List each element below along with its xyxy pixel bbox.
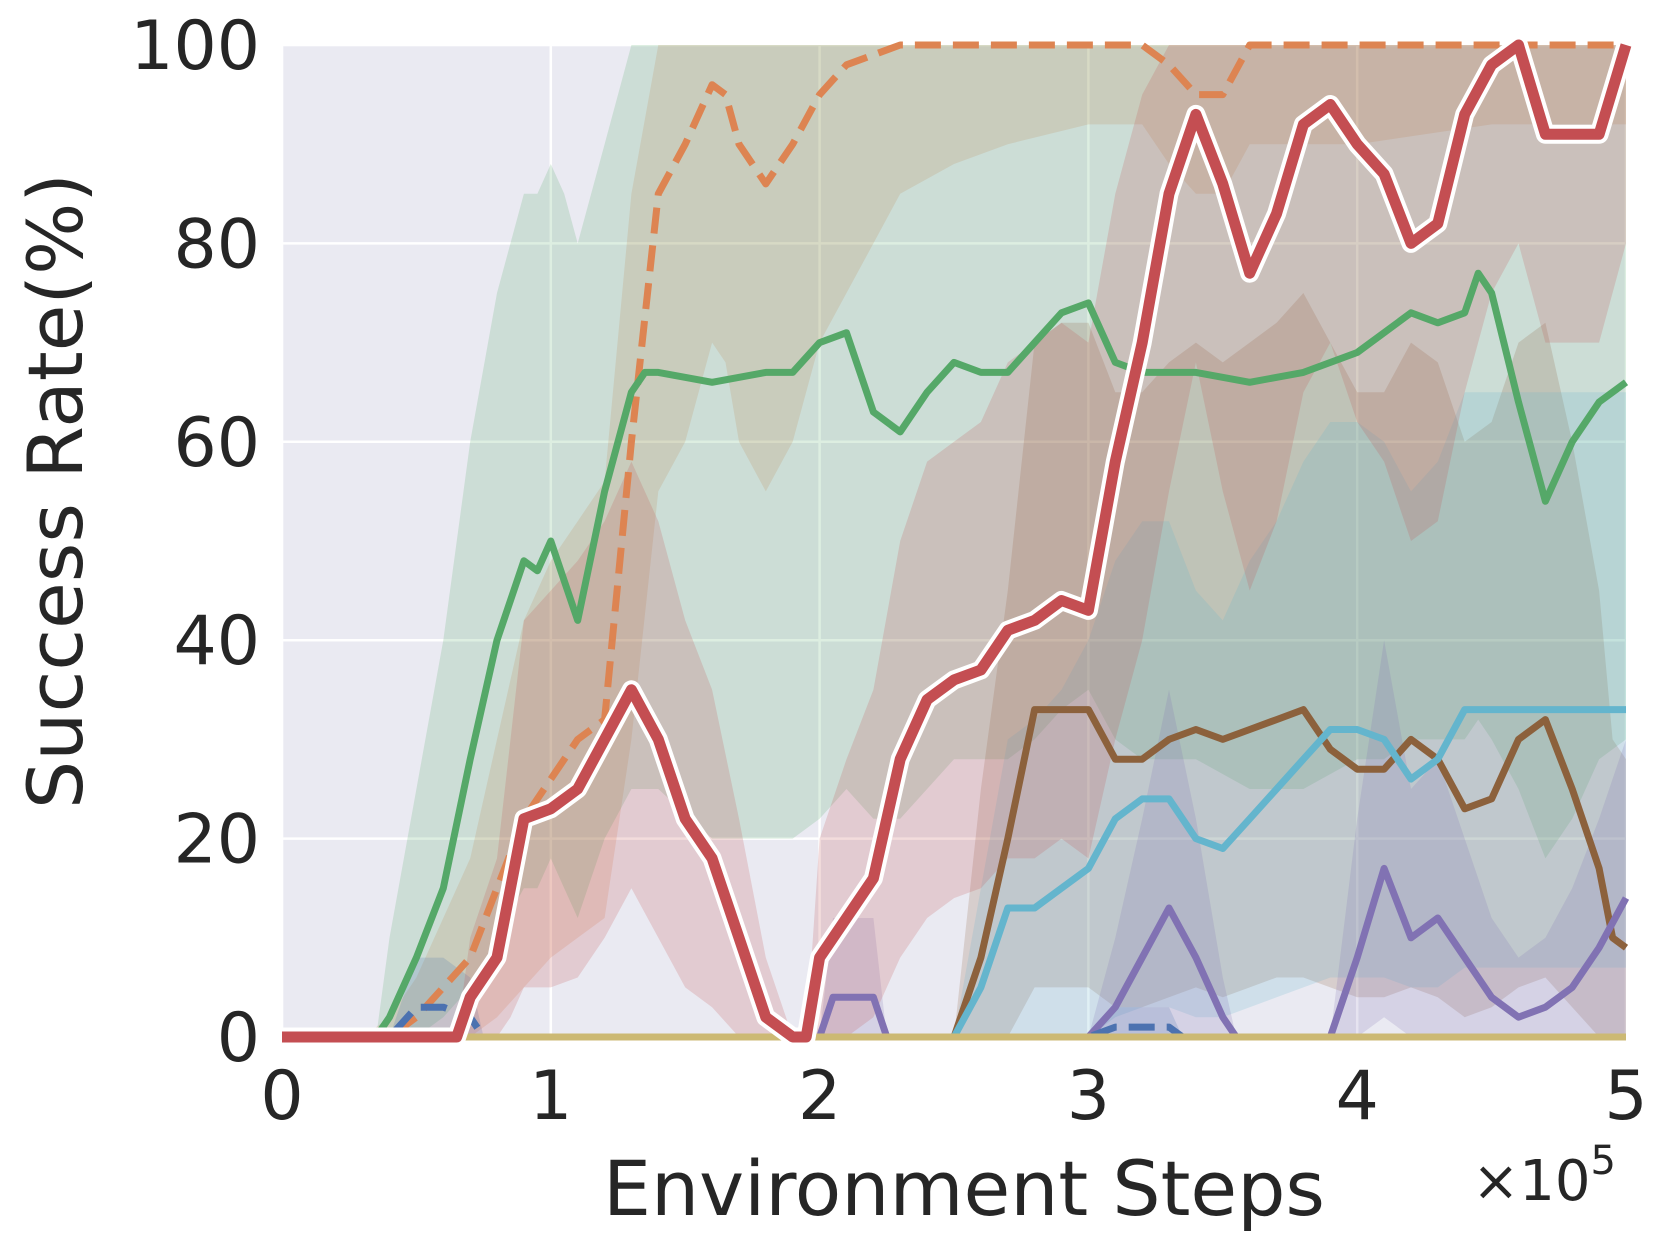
x-tick-label: 1	[529, 1057, 572, 1136]
series-2-line	[282, 706, 1629, 1041]
series-3-band	[282, 392, 1626, 1037]
series-5-line	[282, 1003, 1626, 1041]
series-lines	[272, 35, 1636, 1047]
x-tick-label: 5	[1604, 1057, 1647, 1136]
series-0-band	[282, 45, 1626, 1037]
series-7-band	[282, 45, 1626, 1037]
confidence-bands	[282, 45, 1626, 1037]
series-7-line	[282, 39, 1632, 1043]
y-tick-label: 0	[217, 999, 260, 1078]
y-tick-label: 80	[173, 205, 260, 284]
y-tick-label: 60	[173, 404, 260, 483]
y-tick-label: 100	[130, 7, 260, 86]
x-tick-label: 0	[260, 1057, 303, 1136]
x-tick-labels: 0 1 2 3 4 5	[260, 1057, 1647, 1136]
y-tick-label: 40	[173, 602, 260, 681]
y-tick-labels: 0 20 40 60 80 100	[130, 7, 260, 1078]
x-axis-multiplier-base: ×10	[1472, 1149, 1590, 1214]
x-axis-multiplier: ×105	[1472, 1138, 1616, 1214]
series-1-band	[282, 45, 1626, 1037]
x-axis-title: Environment Steps	[603, 1144, 1325, 1233]
y-axis-title: Success Rate(%)	[11, 173, 100, 809]
series-1-line	[282, 269, 1629, 1041]
series-2-band	[282, 293, 1626, 1037]
x-axis-multiplier-exponent: 5	[1591, 1138, 1616, 1184]
series-0-line	[282, 41, 1626, 1041]
series-3-line	[282, 706, 1626, 1041]
x-tick-label: 4	[1336, 1057, 1379, 1136]
y-tick-label: 20	[173, 801, 260, 880]
x-tick-label: 3	[1067, 1057, 1110, 1136]
x-tick-label: 2	[798, 1057, 841, 1136]
